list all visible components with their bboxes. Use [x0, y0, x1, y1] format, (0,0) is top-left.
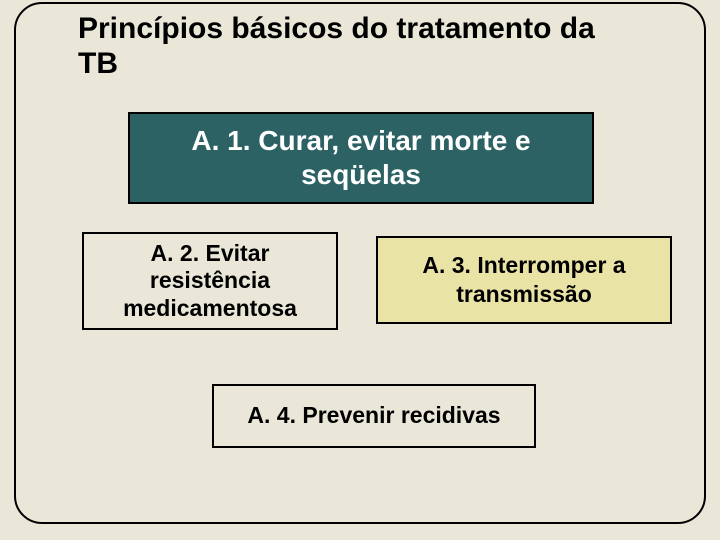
principle-a4-text: A. 4. Prevenir recidivas: [247, 402, 500, 430]
slide-title: Princípios básicos do tratamento da TB: [78, 12, 638, 81]
principle-a2-text: A. 2. Evitar resistência medicamentosa: [94, 240, 326, 323]
principle-a1-text: A. 1. Curar, evitar morte e seqüelas: [150, 124, 572, 191]
principle-a2-box: A. 2. Evitar resistência medicamentosa: [82, 232, 338, 330]
principle-a3-box: A. 3. Interromper a transmissão: [376, 236, 672, 324]
principle-a1-box: A. 1. Curar, evitar morte e seqüelas: [128, 112, 594, 204]
principle-a3-text: A. 3. Interromper a transmissão: [398, 251, 650, 309]
principle-a4-box: A. 4. Prevenir recidivas: [212, 384, 536, 448]
